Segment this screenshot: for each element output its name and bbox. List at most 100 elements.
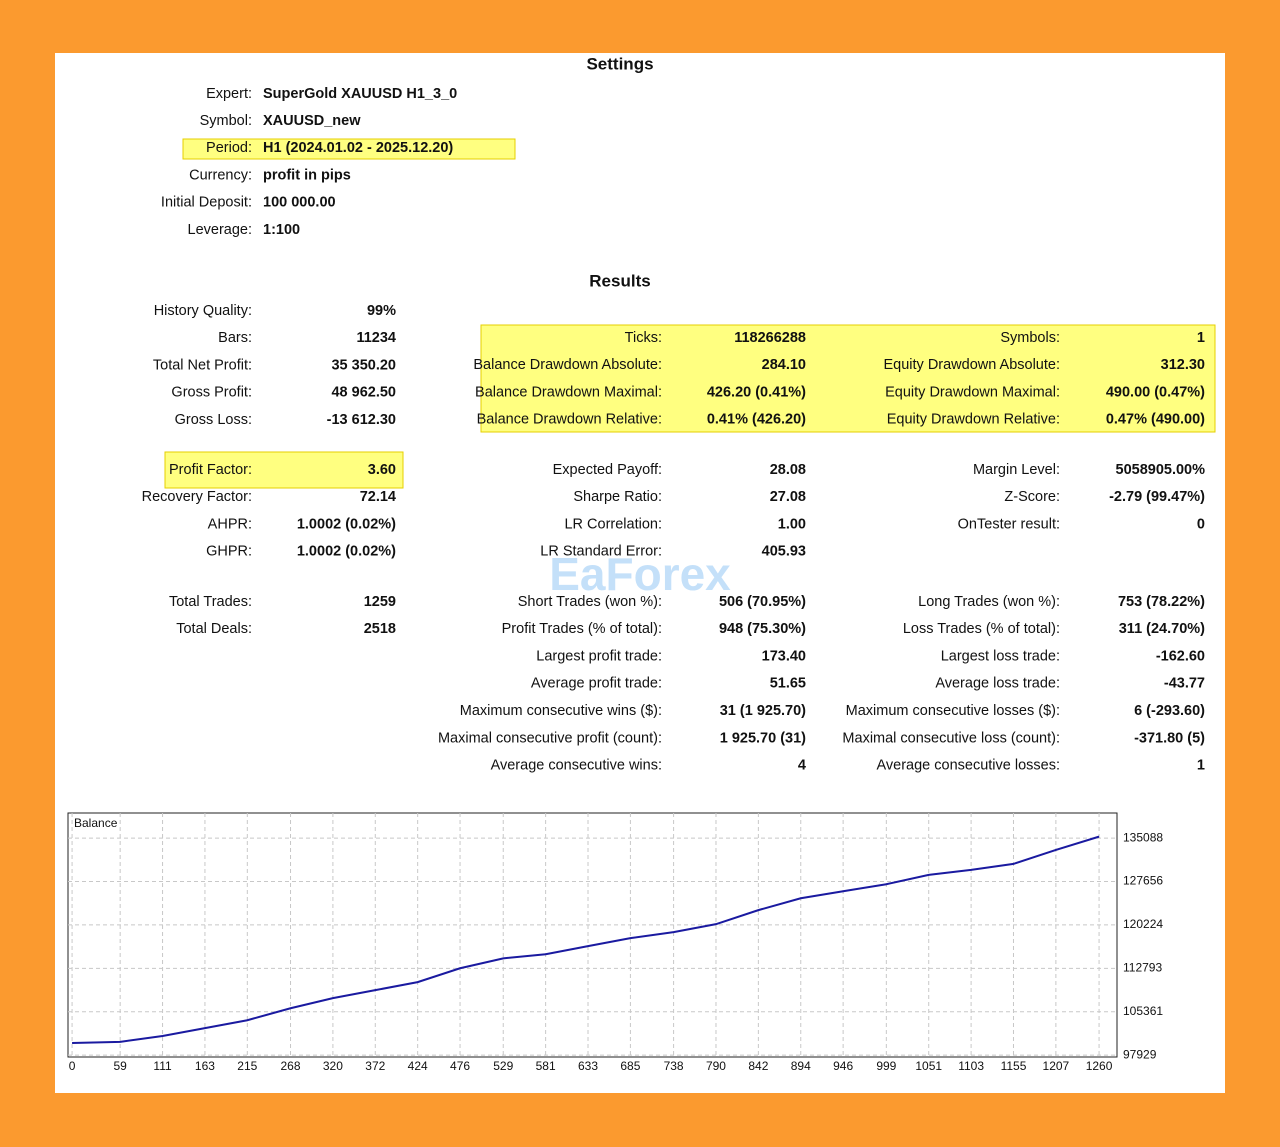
x-tick-label: 946 — [833, 1059, 853, 1073]
setting-label: Initial Deposit: — [161, 195, 252, 211]
result-label: Average profit trade: — [531, 676, 662, 692]
result-label: Long Trades (won %): — [918, 594, 1060, 610]
x-tick-label: 685 — [620, 1059, 640, 1073]
result-value: 426.20 (0.41%) — [707, 384, 806, 400]
result-label: Ticks: — [625, 330, 662, 346]
x-tick-label: 424 — [408, 1059, 428, 1073]
result-label: Profit Factor: — [169, 462, 252, 478]
result-label: Expected Payoff: — [553, 462, 662, 478]
result-label: Balance Drawdown Relative: — [477, 412, 662, 428]
setting-label: Currency: — [189, 167, 252, 183]
y-tick-label: 120224 — [1123, 917, 1163, 931]
x-tick-label: 1207 — [1043, 1059, 1070, 1073]
result-label: Maximum consecutive losses ($): — [846, 703, 1060, 719]
x-tick-label: 894 — [791, 1059, 811, 1073]
result-value: 948 (75.30%) — [719, 621, 806, 637]
result-value: -371.80 (5) — [1134, 730, 1205, 746]
result-value: 72.14 — [360, 489, 396, 505]
result-value: 1.0002 (0.02%) — [297, 516, 396, 532]
chart-frame — [67, 812, 1118, 1058]
result-label: Equity Drawdown Relative: — [887, 412, 1060, 428]
result-value: 118266288 — [734, 330, 806, 346]
result-value: 312.30 — [1161, 357, 1205, 373]
result-label: GHPR: — [206, 544, 252, 560]
result-label: Margin Level: — [973, 462, 1060, 478]
result-label: Average consecutive losses: — [876, 758, 1060, 774]
x-tick-label: 59 — [113, 1059, 127, 1073]
result-value: 1.0002 (0.02%) — [297, 544, 396, 560]
x-tick-label: 1260 — [1086, 1059, 1113, 1073]
section-title: Settings — [586, 54, 653, 73]
result-label: Balance Drawdown Maximal: — [475, 384, 662, 400]
result-value: 1 925.70 (31) — [720, 730, 806, 746]
result-value: -13 612.30 — [327, 412, 396, 428]
result-value: 173.40 — [762, 648, 806, 664]
x-tick-label: 268 — [280, 1059, 300, 1073]
result-value: 3.60 — [368, 462, 396, 478]
result-value: 0.47% (490.00) — [1106, 412, 1205, 428]
result-label: Gross Loss: — [175, 412, 252, 428]
x-tick-label: 581 — [536, 1059, 556, 1073]
setting-value: SuperGold XAUUSD H1_3_0 — [263, 86, 457, 102]
result-value: 1.00 — [778, 516, 806, 532]
x-tick-label: 999 — [876, 1059, 896, 1073]
result-label: Balance Drawdown Absolute: — [473, 357, 662, 373]
result-value: 6 (-293.60) — [1134, 703, 1205, 719]
balance-line — [72, 835, 1100, 1044]
x-tick-label: 529 — [493, 1059, 513, 1073]
result-label: Maximum consecutive wins ($): — [460, 703, 662, 719]
result-value: 753 (78.22%) — [1118, 594, 1205, 610]
result-value: 99% — [367, 303, 396, 319]
x-tick-label: 372 — [365, 1059, 385, 1073]
result-value: 1 — [1197, 758, 1205, 774]
result-label: History Quality: — [154, 303, 252, 319]
result-value: 405.93 — [762, 544, 806, 560]
result-label: Maximal consecutive loss (count): — [842, 730, 1060, 746]
result-label: Total Trades: — [169, 594, 252, 610]
result-label: Total Net Profit: — [153, 357, 252, 373]
setting-value: profit in pips — [263, 167, 351, 183]
section-title: Results — [589, 271, 650, 290]
result-label: Average loss trade: — [935, 676, 1060, 692]
y-tick-label: 127656 — [1123, 874, 1163, 888]
result-label: Profit Trades (% of total): — [502, 621, 662, 637]
result-value: 311 (24.70%) — [1119, 621, 1205, 637]
y-tick-label: 97929 — [1123, 1047, 1157, 1061]
setting-value: H1 (2024.01.02 - 2025.12.20) — [263, 140, 453, 156]
setting-label: Period: — [206, 140, 252, 156]
chart-title: Balance — [74, 816, 118, 830]
result-value: 4 — [798, 758, 806, 774]
x-tick-label: 320 — [323, 1059, 343, 1073]
x-tick-label: 738 — [664, 1059, 684, 1073]
result-label: Sharpe Ratio: — [573, 489, 662, 505]
y-tick-label: 135088 — [1123, 830, 1163, 844]
result-label: OnTester result: — [958, 516, 1060, 532]
result-value: 28.08 — [770, 462, 806, 478]
result-label: LR Standard Error: — [540, 544, 662, 560]
x-tick-label: 1051 — [915, 1059, 942, 1073]
highlight — [164, 451, 404, 489]
result-label: Short Trades (won %): — [518, 594, 662, 610]
x-tick-label: 163 — [195, 1059, 215, 1073]
x-tick-label: 0 — [69, 1059, 76, 1073]
y-tick-label: 112793 — [1123, 960, 1162, 974]
result-label: AHPR: — [208, 516, 252, 532]
setting-label: Leverage: — [188, 222, 253, 238]
result-value: 0 — [1197, 516, 1205, 532]
result-value: 2518 — [364, 621, 396, 637]
result-value: 48 962.50 — [331, 385, 396, 401]
result-value: 27.08 — [770, 489, 806, 505]
x-tick-label: 790 — [706, 1059, 726, 1073]
result-label: Equity Drawdown Maximal: — [885, 384, 1060, 400]
result-label: Maximal consecutive profit (count): — [438, 730, 662, 746]
result-value: 490.00 (0.47%) — [1106, 384, 1205, 400]
result-value: 35 350.20 — [331, 357, 396, 373]
result-value: -162.60 — [1156, 648, 1205, 664]
result-value: 0.41% (426.20) — [707, 412, 806, 428]
setting-label: Expert: — [206, 86, 252, 102]
result-label: LR Correlation: — [564, 516, 662, 532]
result-label: Symbols: — [1000, 330, 1060, 346]
result-label: Average consecutive wins: — [491, 758, 662, 774]
